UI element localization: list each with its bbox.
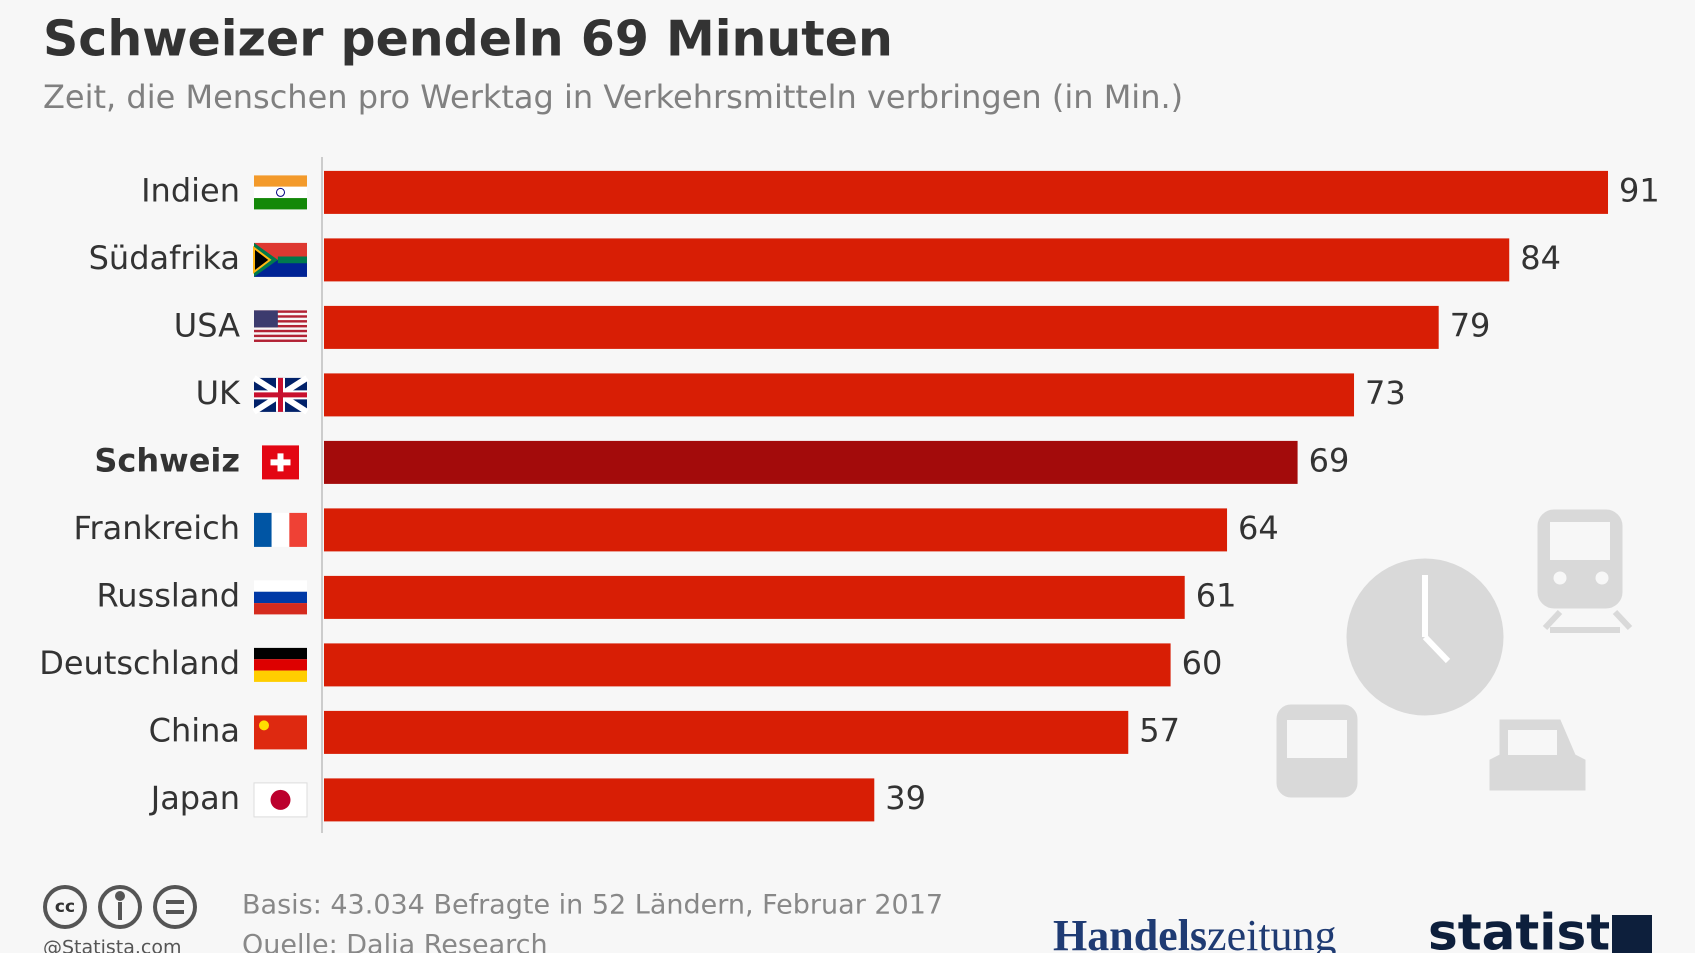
flag (289, 512, 307, 547)
bar (324, 305, 1439, 349)
flag (254, 603, 307, 615)
category-label: Deutschland (39, 644, 240, 682)
bar (324, 710, 1129, 754)
flag (270, 453, 291, 472)
category-label: Frankreich (73, 509, 240, 547)
footer-basis: Basis: 43.034 Befragte in 52 Ländern, Fe… (242, 890, 943, 921)
flag (254, 377, 307, 412)
category-label: China (149, 711, 240, 749)
category-label: Japan (149, 779, 240, 817)
flag (254, 339, 307, 342)
category-label: Schweiz (94, 441, 240, 479)
flag (254, 310, 307, 313)
handle: @Statista.com (43, 937, 182, 953)
value-label: 73 (1365, 374, 1406, 412)
category-label: USA (174, 306, 240, 344)
flag (271, 512, 290, 547)
flag (254, 175, 307, 187)
flag (254, 670, 307, 682)
flag (254, 329, 307, 333)
value-label: 39 (885, 779, 926, 817)
statista-logo (1612, 915, 1652, 953)
value-label: 60 (1182, 644, 1223, 682)
flag (254, 186, 307, 199)
value-label: 64 (1238, 509, 1279, 547)
brand-part: zeitung (1207, 911, 1337, 953)
flag (254, 591, 307, 604)
flag (254, 512, 272, 547)
bar (324, 778, 875, 822)
cc-icons (43, 885, 197, 929)
bar (324, 170, 1609, 214)
value-label: 61 (1196, 576, 1237, 614)
flag (254, 315, 307, 318)
chart-title: Schweizer pendeln 69 Minuten (43, 11, 893, 68)
bar (324, 575, 1185, 619)
flag (253, 245, 272, 274)
flag (254, 334, 307, 338)
flag (254, 198, 307, 210)
category-label: Südafrika (89, 239, 240, 277)
flag (270, 789, 291, 810)
category-label: Russland (96, 576, 240, 614)
flag (254, 715, 307, 750)
flag (254, 324, 307, 328)
brand-handelszeitung: Handelszeitung (1053, 911, 1337, 953)
flag (276, 187, 285, 197)
brand-statista: statista (1428, 904, 1644, 953)
bar (324, 643, 1171, 687)
value-label: 57 (1139, 711, 1180, 749)
flag (254, 580, 307, 592)
value-label: 91 (1619, 171, 1660, 209)
decor-icons (1276, 509, 1633, 798)
bar (324, 373, 1355, 417)
flag (254, 242, 307, 277)
bar (324, 440, 1298, 484)
flag (254, 647, 307, 660)
bar (324, 238, 1510, 282)
category-label: Indien (141, 171, 240, 209)
value-label: 84 (1520, 239, 1561, 277)
bar (324, 508, 1228, 552)
flag (254, 310, 278, 328)
footer-source: Quelle: Dalia Research (242, 930, 548, 953)
chart-subtitle: Zeit, die Menschen pro Werktag in Verkeh… (43, 78, 1183, 116)
value-label: 69 (1309, 441, 1350, 479)
brand-part: Handels (1053, 911, 1207, 953)
flag (254, 659, 307, 671)
cc-text: cc (55, 897, 75, 917)
flag (259, 720, 269, 731)
flag (254, 320, 307, 323)
value-label: 79 (1450, 306, 1491, 344)
category-label: UK (196, 374, 241, 412)
